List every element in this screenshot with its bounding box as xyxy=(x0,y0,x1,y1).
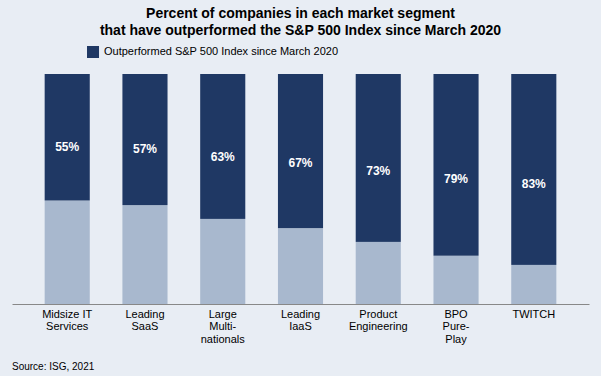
bar xyxy=(511,265,556,304)
bar xyxy=(433,256,478,304)
data-label: 83% xyxy=(522,177,546,191)
series xyxy=(45,74,557,265)
tick: ProductEngineering xyxy=(349,304,408,332)
tick-label: ProductEngineering xyxy=(349,308,408,333)
data-label: 73% xyxy=(366,164,390,178)
legend-swatch xyxy=(87,46,99,58)
data-label: 55% xyxy=(55,140,79,154)
title: Percent of companies in each market segm… xyxy=(100,5,501,38)
tick-label: LeadingIaaS xyxy=(281,308,320,333)
bar xyxy=(433,74,478,256)
bar xyxy=(278,228,323,304)
bar xyxy=(278,74,323,228)
tick-label: BPOPure-Play xyxy=(443,308,470,345)
tick: BPOPure-Play xyxy=(443,304,470,345)
tick: Midsize ITServices xyxy=(42,304,92,332)
bar xyxy=(200,74,245,219)
tick: LeadingIaaS xyxy=(281,304,320,332)
data-label: 63% xyxy=(211,150,235,164)
data-labels: 55% 57% 63% 67% 73% 79% 83% xyxy=(55,140,546,191)
data-label: 79% xyxy=(444,172,468,186)
source: Source: ISG, 2021 xyxy=(12,361,95,372)
tick-label: Midsize ITServices xyxy=(42,308,92,333)
tick: LargeMulti-nationals xyxy=(201,304,246,345)
bars xyxy=(45,74,557,304)
bar xyxy=(356,74,401,242)
bar xyxy=(200,219,245,304)
bar xyxy=(356,242,401,304)
x-axis: Midsize ITServices LeadingSaaS LargeMulti-… xyxy=(13,304,590,345)
chart: Percent of companies in each market segm… xyxy=(0,0,601,376)
axis-line xyxy=(13,304,590,305)
tick-label: LeadingSaaS xyxy=(125,308,164,333)
bar xyxy=(511,74,556,265)
legend-label: Outperformed S&P 500 Index since March 2… xyxy=(104,45,338,57)
tick: TWITCH xyxy=(512,304,555,320)
plot-area: 55% 57% 63% 67% 73% 79% 83% Midsize ITServices L… xyxy=(13,74,590,345)
bar xyxy=(122,74,167,205)
bar xyxy=(122,205,167,304)
legend: Outperformed S&P 500 Index since March 2… xyxy=(87,45,338,58)
tick-label: TWITCH xyxy=(512,308,555,320)
data-label: 67% xyxy=(288,156,312,170)
data-label: 57% xyxy=(133,142,157,156)
tick-label: LargeMulti-nationals xyxy=(201,308,246,345)
tick: LeadingSaaS xyxy=(125,304,164,332)
legend-item: Outperformed S&P 500 Index since March 2… xyxy=(87,45,338,58)
bar xyxy=(45,201,90,305)
bar xyxy=(45,74,90,201)
